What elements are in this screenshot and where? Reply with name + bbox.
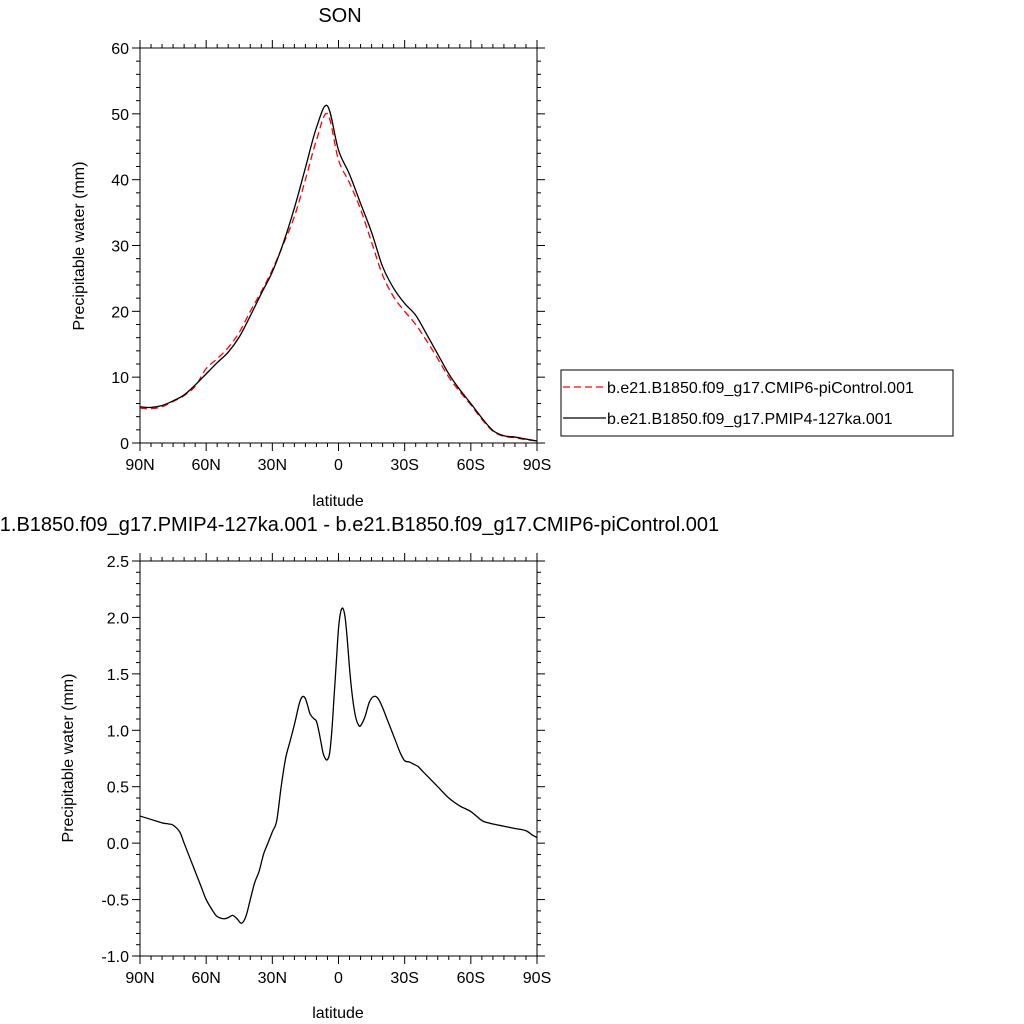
bottom-chart-title: b.e21.B1850.f09_g17.PMIP4-127ka.001 - b.… [0, 514, 719, 536]
bottom-x-axis-label: latitude [312, 1005, 364, 1022]
top-plot-frame [139, 47, 538, 444]
bottom-y-tick-label: -0.5 [101, 893, 129, 910]
bottom-x-tick-label: 30S [390, 970, 418, 987]
bottom-series-line-0 [139, 607, 538, 924]
top-y-tick-label: 50 [111, 107, 129, 124]
top-chart: SON 90N 60N 30N 0 30S 60S 90S 0 10 20 30 40 50 60 lat… [71, 5, 954, 510]
legend-box [560, 369, 954, 437]
top-x-tick-label: 60S [457, 457, 485, 474]
top-chart-title: SON [318, 5, 361, 27]
bottom-series-lines [139, 607, 538, 924]
top-x-tick-label: 30N [258, 457, 287, 474]
top-series-lines [139, 104, 538, 442]
bottom-axis-ticks: 90N 60N 30N 0 30S 60S 90S -1.0 -0.5 0.0 0.5 1.0 1.5 2… [101, 553, 551, 987]
top-axis-ticks: 90N 60N 30N 0 30S 60S 90S 0 10 20 30 40 50 60 [111, 40, 551, 474]
bottom-y-tick-label: 1.0 [107, 723, 129, 740]
bottom-y-tick-label: 0.5 [107, 780, 129, 797]
top-series-line-0 [139, 112, 538, 442]
legend-label-picontrol: b.e21.B1850.f09_g17.CMIP6-piControl.001 [607, 380, 914, 397]
top-y-axis-label: Precipitable water (mm) [71, 162, 88, 331]
top-y-tick-label: 10 [111, 370, 129, 387]
top-y-tick-label: 30 [111, 239, 129, 256]
legend-label-127ka: b.e21.B1850.f09_g17.PMIP4-127ka.001 [607, 411, 893, 428]
top-x-tick-label: 90N [125, 457, 154, 474]
bottom-x-tick-label: 0 [334, 970, 343, 987]
bottom-x-tick-label: 90N [125, 970, 154, 987]
bottom-y-tick-label: 0.0 [107, 836, 129, 853]
bottom-x-tick-label: 30N [258, 970, 287, 987]
bottom-y-tick-label: 1.5 [107, 667, 129, 684]
bottom-x-tick-label: 60S [457, 970, 485, 987]
bottom-chart: b.e21.B1850.f09_g17.PMIP4-127ka.001 - b.… [0, 514, 719, 1022]
bottom-y-tick-label: 2.0 [107, 610, 129, 627]
top-x-tick-label: 90S [523, 457, 551, 474]
bottom-y-axis-label: Precipitable water (mm) [60, 674, 77, 843]
top-y-tick-label: 0 [120, 436, 129, 453]
bottom-y-tick-label: -1.0 [101, 949, 129, 966]
top-y-tick-label: 60 [111, 41, 129, 58]
top-y-tick-label: 40 [111, 173, 129, 190]
top-x-tick-label: 60N [191, 457, 220, 474]
bottom-plot-frame [139, 560, 538, 957]
top-x-tick-label: 30S [390, 457, 418, 474]
top-x-tick-label: 0 [334, 457, 343, 474]
top-series-line-1 [139, 104, 538, 442]
top-y-tick-label: 20 [111, 304, 129, 321]
bottom-y-tick-label: 2.5 [107, 554, 129, 571]
top-chart-legend: b.e21.B1850.f09_g17.CMIP6-piControl.001 … [560, 369, 954, 437]
bottom-x-tick-label: 60N [191, 970, 220, 987]
top-x-axis-label: latitude [312, 493, 364, 510]
bottom-x-tick-label: 90S [523, 970, 551, 987]
